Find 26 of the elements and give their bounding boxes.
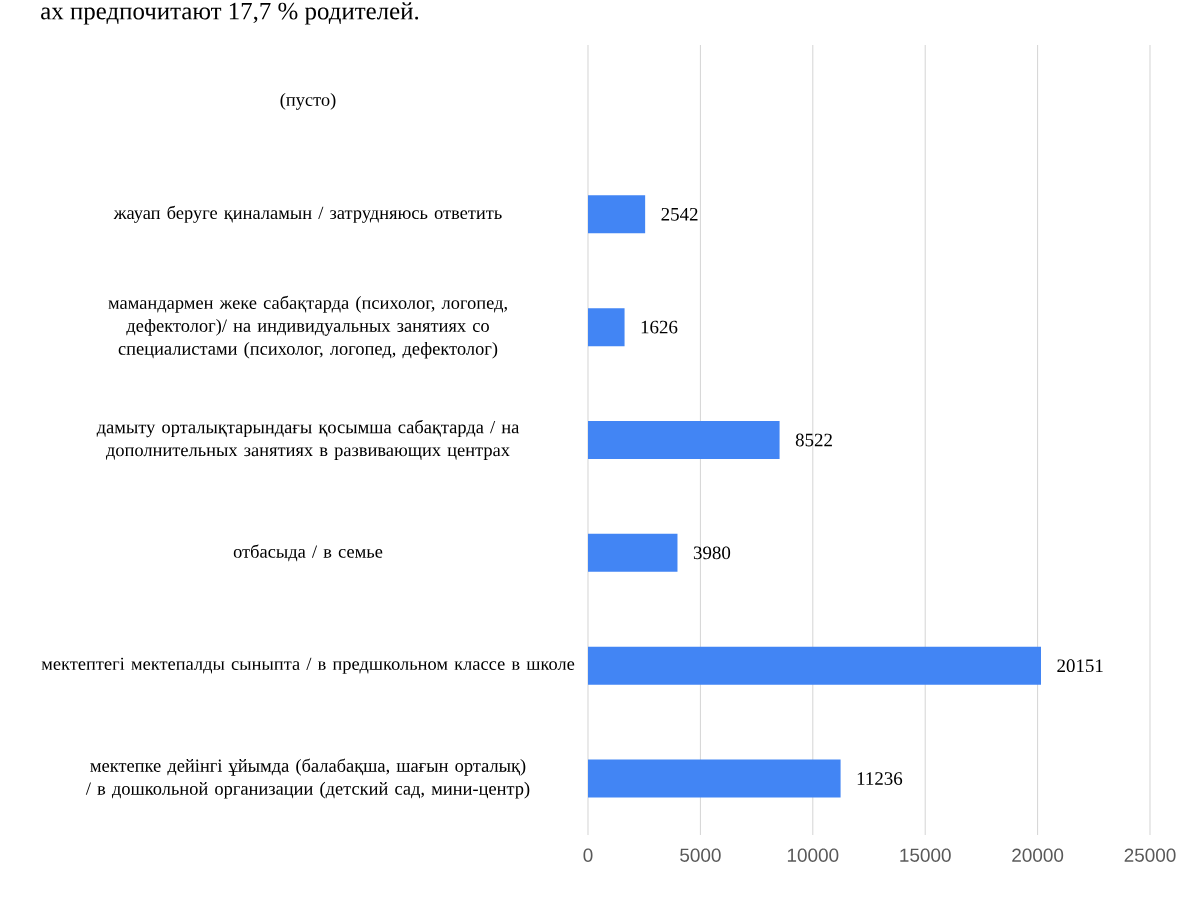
- text: ах предпочитают 17,7 % родителей.: [41, 2, 419, 25]
- x-tick-label: 5000: [680, 848, 721, 862]
- data-label: 20151: [1057, 659, 1103, 673]
- x-tick-label: 15000: [900, 848, 951, 862]
- data-label: 8522: [795, 433, 832, 447]
- x-tick-label: 25000: [1124, 848, 1176, 862]
- bar: [588, 759, 841, 798]
- y-tick-label: отбасыда / в семье: [233, 544, 383, 562]
- bar: [588, 308, 625, 347]
- y-tick-label: мектепке дейінгі ұйымда (балабақша, шағын орталық) / в дошкольной организации (детский сад, мини-центр): [85, 758, 530, 799]
- bar: [588, 420, 780, 459]
- data-label: 2542: [661, 207, 698, 221]
- y-tick-label: жауап беруге қиналамын / затрудняюсь ответить: [113, 205, 502, 223]
- y-tick-label: (пусто): [280, 93, 336, 110]
- y-tick-label: мектептегі мектепалды сыныпта / в предшкольном классе в школе: [41, 657, 575, 674]
- bar: [588, 195, 646, 234]
- bar: [588, 533, 678, 572]
- x-tick-label: 0: [583, 848, 593, 862]
- x-tick-label: 20000: [1012, 848, 1064, 862]
- bar: [588, 646, 1041, 685]
- y-tick-label: мамандармен жеке сабақтарда (психолог, логопед, дефектолог)/ на индивидуальных занятиях со специалистами (психолог, логопед, дефектолог): [108, 295, 507, 359]
- data-label: 1626: [641, 320, 678, 334]
- y-tick-label: дамыту орталықтарындағы қосымша сабақтарда / на дополнительных занятиях в развивающих центрах: [96, 419, 520, 461]
- x-tick-label: 10000: [787, 848, 839, 862]
- data-label: 3980: [693, 546, 731, 560]
- data-label: 11236: [857, 772, 903, 785]
